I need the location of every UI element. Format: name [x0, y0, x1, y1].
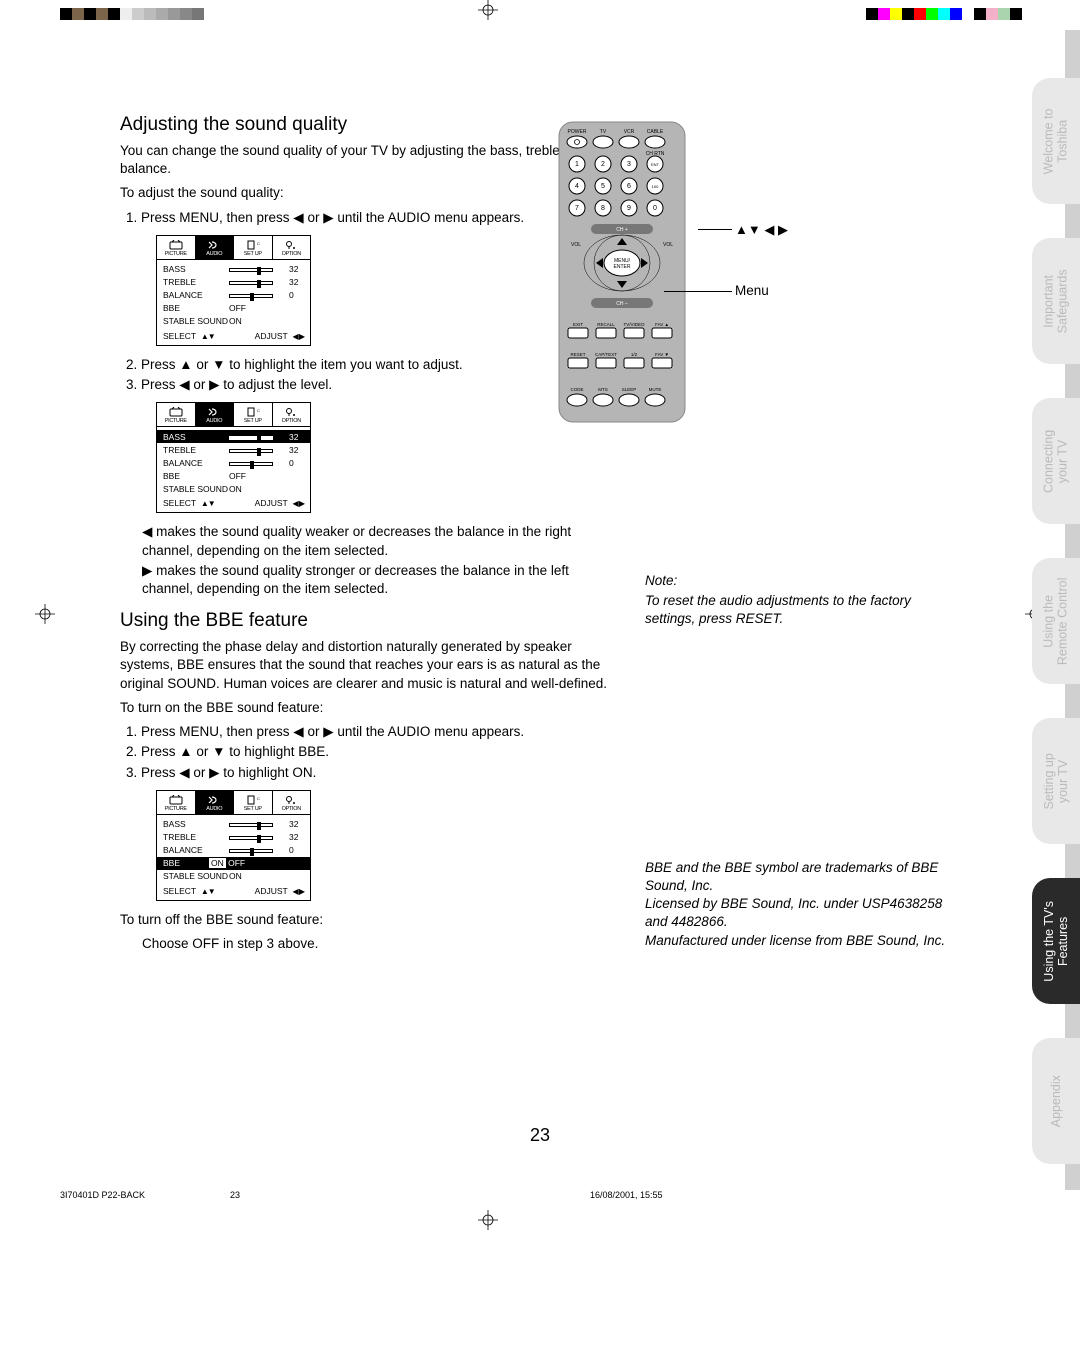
svg-text:3: 3 [627, 161, 631, 168]
svg-text:CH +: CH + [616, 227, 628, 233]
step: 1. Press MENU, then press ◀ or ▶ until t… [120, 209, 620, 227]
heading-adjust-sound: Adjusting the sound quality [120, 114, 620, 136]
svg-text:4: 4 [575, 183, 579, 190]
svg-text:RESET: RESET [570, 352, 585, 357]
svg-text:EXIT: EXIT [573, 322, 583, 327]
svg-text:ENT: ENT [651, 162, 660, 167]
registration-bar [0, 6, 1080, 24]
svg-text:TV: TV [600, 129, 607, 135]
step: 2. Press ▲ or ▼ to highlight the item yo… [120, 356, 620, 374]
step: 3. Press ◀ or ▶ to adjust the level. [120, 376, 620, 394]
side-tab: Using theRemote Control [1032, 558, 1080, 684]
side-tab: Setting upyour TV [1032, 718, 1080, 844]
svg-text:7: 7 [575, 205, 579, 212]
para: To adjust the sound quality: [120, 184, 620, 202]
svg-text:CH: CH [257, 241, 260, 246]
svg-text:1: 1 [575, 161, 579, 168]
audio-menu-1: PICTUREAUDIOCHSET UPOPTION BASS32 TREBLE… [156, 235, 311, 346]
remote-control: POWERTVVCRCABLE CH RTN 123ENT4561007890 … [555, 118, 721, 448]
svg-text:MUTE: MUTE [649, 387, 662, 392]
svg-text:FAV ▲: FAV ▲ [655, 322, 669, 327]
svg-text:VCR: VCR [624, 129, 635, 135]
side-tab: Using the TV'sFeatures [1032, 878, 1080, 1004]
arrow-callout: ▲▼ ◀ ▶ [735, 222, 788, 238]
svg-text:VOL: VOL [571, 242, 581, 248]
crosshair-icon [35, 604, 55, 624]
reg-left [60, 8, 204, 20]
svg-text:CODE: CODE [570, 387, 583, 392]
note-block: Note: To reset the audio adjustments to … [645, 572, 960, 629]
svg-text:9: 9 [627, 205, 631, 212]
reg-right [866, 8, 1022, 20]
svg-text:1/2: 1/2 [631, 352, 638, 357]
note-body: To reset the audio adjustments to the fa… [645, 592, 960, 628]
crosshair-icon [478, 0, 498, 20]
footer: 3I70401D P22-BACK 23 16/08/2001, 15:55 [60, 1190, 1020, 1200]
svg-text:5: 5 [601, 183, 605, 190]
note-right-arrow: ▶ makes the sound quality stronger or de… [120, 562, 620, 598]
audio-menu-3: PICTUREAUDIOCHSET UPOPTION BASS32 TREBLE… [156, 790, 311, 901]
para: You can change the sound quality of your… [120, 142, 620, 178]
svg-text:POWER: POWER [568, 129, 587, 135]
trademark-block: BBE and the BBE symbol are trademarks of… [645, 859, 960, 950]
svg-text:ENTER: ENTER [614, 264, 631, 270]
heading-bbe: Using the BBE feature [120, 610, 620, 632]
para: By correcting the phase delay and distor… [120, 638, 620, 693]
side-tab: ImportantSafeguards [1032, 238, 1080, 364]
audio-menu-2: PICTUREAUDIOCHSET UPOPTION BASS32 TREBLE… [156, 402, 311, 513]
svg-text:SLEEP: SLEEP [622, 387, 637, 392]
svg-text:TV/VIDEO: TV/VIDEO [623, 322, 645, 327]
svg-text:0: 0 [653, 205, 657, 212]
menu-callout: Menu [735, 283, 769, 298]
svg-text:8: 8 [601, 205, 605, 212]
svg-text:CAP/TEXT: CAP/TEXT [595, 352, 617, 357]
svg-text:RECALL: RECALL [597, 322, 615, 327]
svg-text:MTS: MTS [598, 387, 608, 392]
step: 3. Press ◀ or ▶ to highlight ON. [120, 764, 620, 782]
side-tab: Connectingyour TV [1032, 398, 1080, 524]
footer-right: 16/08/2001, 15:55 [590, 1190, 663, 1200]
svg-text:CABLE: CABLE [647, 129, 664, 135]
footer-left: 3I70401D P22-BACK [60, 1190, 145, 1200]
note-title: Note: [645, 572, 960, 590]
callout-line [664, 291, 732, 292]
step: 2. Press ▲ or ▼ to highlight BBE. [120, 743, 620, 761]
side-tabs: Welcome toToshiba ImportantSafeguards Conn… [1032, 78, 1080, 1178]
para: To turn on the BBE sound feature: [120, 699, 620, 717]
svg-text:CH: CH [257, 408, 260, 413]
page-number: 23 [0, 1125, 1080, 1146]
svg-text:CH –: CH – [616, 301, 628, 307]
svg-text:2: 2 [601, 161, 605, 168]
side-tab: Welcome toToshiba [1032, 78, 1080, 204]
svg-text:100: 100 [652, 184, 659, 189]
svg-text:CH: CH [257, 796, 260, 801]
footer-mid: 23 [230, 1190, 240, 1200]
crosshair-icon [478, 1210, 498, 1230]
svg-text:6: 6 [627, 183, 631, 190]
callout-line [698, 229, 732, 230]
svg-text:VOL: VOL [663, 242, 673, 248]
note-left-arrow: ◀ makes the sound quality weaker or decr… [120, 523, 620, 559]
step: Choose OFF in step 3 above. [120, 935, 620, 953]
svg-text:FAV ▼: FAV ▼ [655, 352, 669, 357]
step: 1. Press MENU, then press ◀ or ▶ until t… [120, 723, 620, 741]
para: To turn off the BBE sound feature: [120, 911, 620, 929]
